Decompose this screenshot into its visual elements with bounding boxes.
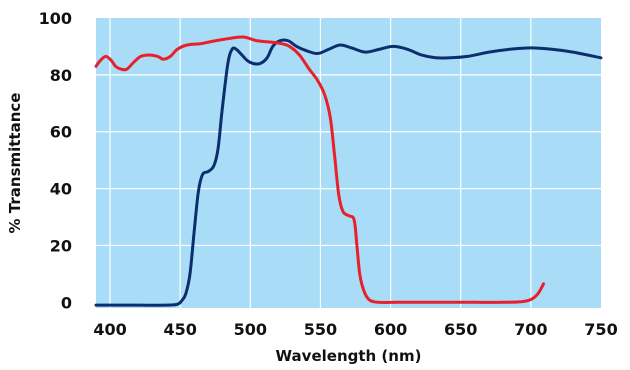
series-line-1 — [94, 38, 603, 307]
x-tick-label: 400 — [93, 320, 126, 339]
x-tick-label: 750 — [584, 320, 617, 339]
plot-area — [96, 18, 601, 308]
y-tick-label: 20 — [50, 236, 72, 255]
x-axis-title: Wavelength (nm) — [276, 347, 422, 365]
y-tick-labels: 0 20 40 60 80 100 — [39, 9, 72, 312]
x-tick-label: 500 — [234, 320, 267, 339]
series-line-2 — [94, 35, 545, 304]
x-tick-labels: 400 450 500 550 600 650 700 750 — [93, 320, 617, 339]
x-tick-label: 650 — [444, 320, 477, 339]
y-tick-label: 100 — [39, 9, 72, 28]
y-tick-label: 60 — [50, 123, 72, 142]
x-tick-label: 700 — [514, 320, 547, 339]
x-tick-label: 600 — [374, 320, 407, 339]
y-tick-label: 80 — [50, 66, 72, 85]
y-tick-label: 40 — [50, 180, 72, 199]
series-lines — [94, 35, 603, 307]
y-tick-label: 0 — [61, 293, 72, 312]
x-tick-label: 450 — [163, 320, 196, 339]
grid-lines — [96, 18, 601, 308]
y-axis-title: % Transmittance — [6, 93, 24, 234]
x-tick-label: 550 — [304, 320, 337, 339]
